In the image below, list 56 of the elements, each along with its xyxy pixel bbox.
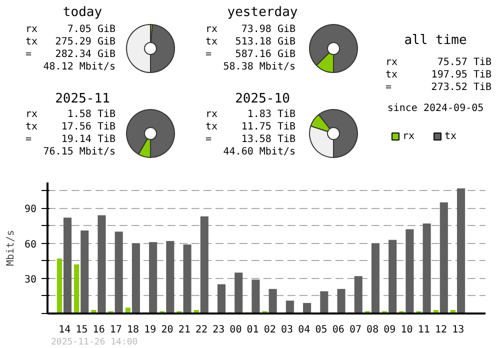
text: tx 513.18 GiB: [206, 36, 296, 48]
text: = 13.58 TiB: [206, 134, 296, 145]
legend-label: rx: [402, 131, 415, 142]
text: rx 1.83 TiB: [206, 109, 296, 120]
x-tick-label: 11: [418, 324, 430, 336]
x-tick-label: 21: [178, 324, 190, 336]
chart-title: 2025-10: [235, 92, 290, 106]
x-tick-label: 05: [315, 324, 328, 336]
text: since 2024-09-05: [387, 103, 484, 114]
text: 48.12 Mbit/s: [43, 62, 116, 72]
text: rx 1.58 TiB: [26, 109, 116, 120]
y-axis-title: Mbit/s: [5, 230, 16, 266]
text: 58.38 Mbit/s: [223, 62, 296, 72]
x-tick-label: 13: [452, 324, 464, 336]
text: tx 11.75 TiB: [206, 122, 296, 132]
y-tick-label: 30: [24, 274, 37, 286]
chart-title: today: [62, 5, 102, 20]
y-tick-label: 90: [24, 204, 37, 216]
x-tick-label: 23: [212, 324, 225, 336]
text: tx 197.95 TiB: [386, 70, 492, 80]
x-tick-label: 14: [58, 324, 71, 336]
x-tick-label: 01: [246, 324, 259, 336]
chart-title: 2025-11: [55, 92, 110, 106]
x-tick-label: 00: [230, 324, 242, 336]
x-tick-label: 07: [349, 324, 362, 336]
x-tick-label: 19: [144, 324, 156, 336]
x-tick-label: 17: [110, 324, 122, 336]
x-tick-label: 22: [195, 324, 208, 336]
text: 2025-11-26 14:00: [51, 338, 138, 348]
legend-label: tx: [444, 131, 457, 142]
text: = 19.14 TiB: [26, 134, 116, 145]
x-tick-label: 02: [264, 324, 276, 336]
x-tick-label: 20: [161, 324, 174, 336]
x-tick-label: 03: [281, 324, 294, 336]
text: rx 75.57 TiB: [386, 57, 492, 68]
x-tick-label: 09: [384, 324, 396, 336]
chart-title: yesterday: [227, 5, 298, 20]
x-tick-label: 06: [332, 324, 344, 336]
text: = 273.52 TiB: [386, 82, 492, 93]
text: = 587.16 GiB: [206, 49, 296, 60]
x-tick-label: 08: [366, 324, 379, 336]
x-tick-label: 12: [434, 324, 448, 336]
y-tick-label: 60: [24, 239, 37, 250]
text: rx 7.05 GiB: [26, 24, 116, 35]
x-tick-label: 10: [400, 324, 413, 336]
text: all time: [404, 33, 467, 48]
x-tick-label: 18: [127, 324, 140, 336]
text: rx 73.98 GiB: [206, 24, 296, 35]
text: 44.60 Mbit/s: [223, 146, 296, 158]
text: = 282.34 GiB: [26, 49, 116, 60]
text: tx 17.56 TiB: [26, 122, 116, 132]
text: tx 275.29 GiB: [26, 36, 116, 48]
x-tick-label: 15: [76, 324, 88, 336]
x-tick-label: 16: [92, 324, 105, 336]
text: 76.15 Mbit/s: [43, 146, 116, 158]
x-tick-label: 04: [298, 324, 310, 336]
